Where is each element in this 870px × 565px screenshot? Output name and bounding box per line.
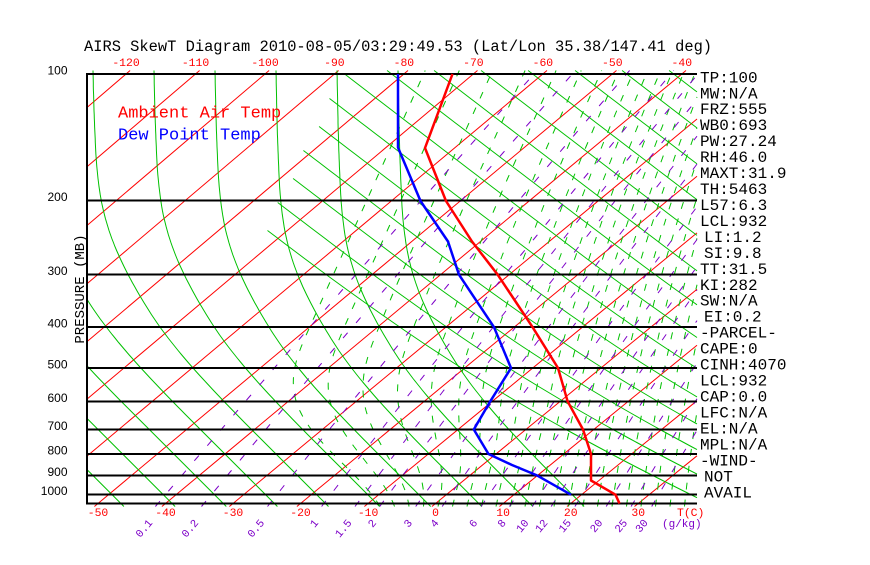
svg-text:600: 600 [47, 391, 67, 405]
svg-text:-40: -40 [672, 58, 693, 70]
svg-text:-PARCEL-: -PARCEL- [700, 325, 777, 343]
svg-text:-110: -110 [182, 58, 210, 70]
svg-text:10: 10 [496, 508, 510, 520]
svg-text:AIRS SkewT Diagram 2010-08-05/: AIRS SkewT Diagram 2010-08-05/03:29:49.5… [84, 38, 712, 56]
svg-text:-80: -80 [394, 58, 415, 70]
svg-text:CAPE:0: CAPE:0 [700, 341, 758, 359]
svg-text:Ambient Air Temp: Ambient Air Temp [118, 105, 281, 124]
svg-text:100: 100 [47, 64, 67, 78]
svg-text:SI:9.8: SI:9.8 [704, 245, 762, 263]
svg-text:-70: -70 [463, 58, 484, 70]
svg-text:-50: -50 [602, 58, 623, 70]
svg-text:-40: -40 [155, 508, 176, 520]
svg-text:-20: -20 [290, 508, 311, 520]
svg-text:PW:27.24: PW:27.24 [700, 133, 777, 151]
svg-text:LI:1.2: LI:1.2 [704, 229, 762, 247]
svg-text:AVAIL: AVAIL [704, 484, 752, 502]
svg-text:TP:100: TP:100 [700, 69, 758, 87]
svg-text:1000: 1000 [41, 484, 68, 498]
svg-text:TH:5463: TH:5463 [700, 181, 767, 199]
svg-text:CINH:4070: CINH:4070 [700, 357, 786, 375]
svg-text:EI:0.2: EI:0.2 [704, 309, 762, 327]
svg-text:NOT: NOT [704, 468, 733, 486]
svg-text:L57:6.3: L57:6.3 [700, 197, 767, 215]
svg-text:300: 300 [47, 264, 67, 278]
svg-text:MAXT:31.9: MAXT:31.9 [700, 165, 786, 183]
svg-text:-50: -50 [88, 508, 109, 520]
svg-text:MW:N/A: MW:N/A [700, 85, 758, 103]
svg-text:200: 200 [47, 190, 67, 204]
svg-text:(g/kg): (g/kg) [662, 519, 702, 531]
svg-text:CAP:0.0: CAP:0.0 [700, 389, 767, 407]
svg-text:LCL:932: LCL:932 [700, 373, 767, 391]
svg-text:Dew Point Temp: Dew Point Temp [118, 127, 261, 146]
svg-text:TT:31.5: TT:31.5 [700, 261, 767, 279]
svg-text:-90: -90 [324, 58, 345, 70]
svg-text:-120: -120 [112, 58, 140, 70]
svg-text:-30: -30 [223, 508, 244, 520]
svg-text:-100: -100 [251, 58, 279, 70]
svg-text:-60: -60 [533, 58, 554, 70]
svg-text:400: 400 [47, 317, 67, 331]
svg-text:LFC:N/A: LFC:N/A [700, 405, 768, 423]
svg-text:900: 900 [47, 465, 67, 479]
svg-text:20: 20 [564, 508, 578, 520]
svg-text:500: 500 [47, 358, 67, 372]
svg-text:T(C): T(C) [677, 508, 704, 520]
svg-text:-10: -10 [358, 508, 379, 520]
svg-text:EL:N/A: EL:N/A [700, 420, 758, 438]
svg-text:700: 700 [47, 419, 67, 433]
svg-text:-WIND-: -WIND- [700, 452, 758, 470]
svg-text:LCL:932: LCL:932 [700, 213, 767, 231]
svg-text:SW:N/A: SW:N/A [700, 293, 758, 311]
svg-text:MPL:N/A: MPL:N/A [700, 436, 768, 454]
svg-text:800: 800 [47, 443, 67, 457]
svg-text:WB0:693: WB0:693 [700, 117, 767, 135]
svg-text:FRZ:555: FRZ:555 [700, 101, 767, 119]
svg-text:KI:282: KI:282 [700, 277, 758, 295]
svg-text:PRESSURE (MB): PRESSURE (MB) [73, 234, 89, 343]
svg-text:RH:46.0: RH:46.0 [700, 149, 767, 167]
svg-text:30: 30 [631, 508, 645, 520]
svg-text:0: 0 [432, 508, 439, 520]
